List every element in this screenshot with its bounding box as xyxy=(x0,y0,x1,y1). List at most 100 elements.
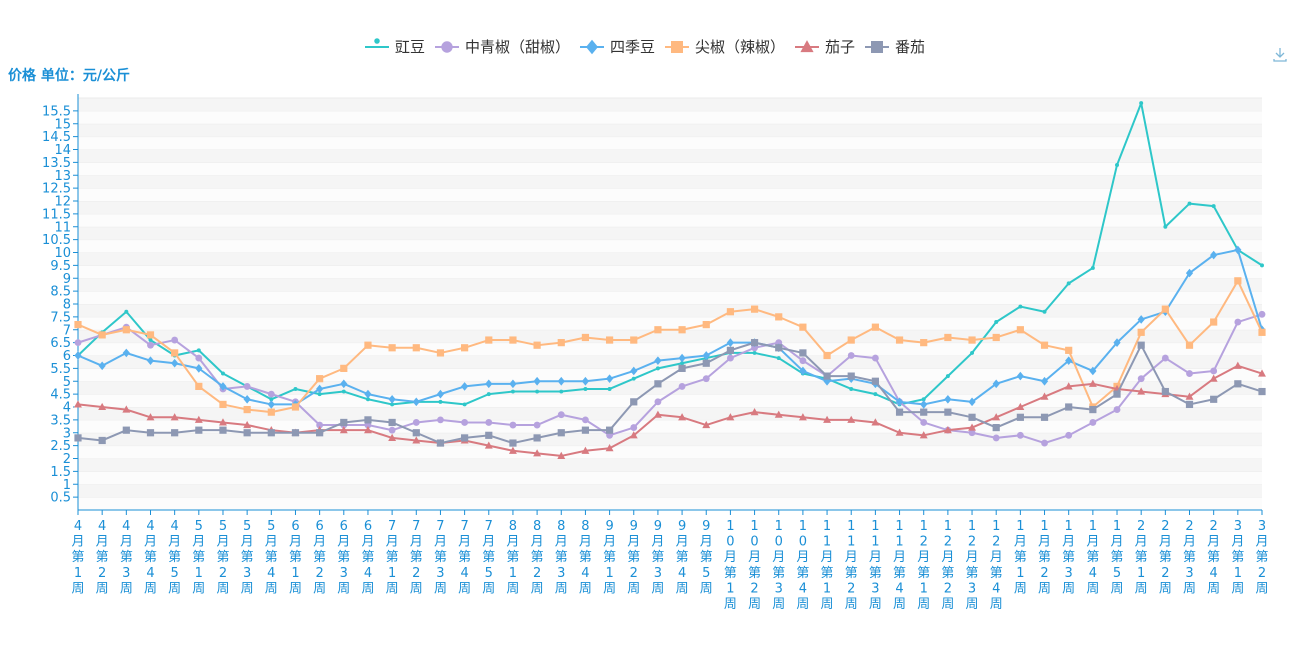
data-point[interactable] xyxy=(293,386,298,391)
data-point[interactable] xyxy=(943,426,952,434)
data-point[interactable] xyxy=(1065,403,1073,411)
data-point[interactable] xyxy=(752,350,757,355)
data-point[interactable] xyxy=(219,426,227,434)
data-point[interactable] xyxy=(510,389,515,394)
data-point[interactable] xyxy=(388,426,396,434)
legend-item[interactable]: 尖椒（辣椒） xyxy=(665,38,785,56)
data-point[interactable] xyxy=(653,410,662,418)
data-point[interactable] xyxy=(485,431,493,439)
data-point[interactable] xyxy=(680,361,685,366)
data-point[interactable] xyxy=(146,356,155,365)
data-point[interactable] xyxy=(1258,328,1266,336)
data-point[interactable] xyxy=(702,321,710,329)
data-point[interactable] xyxy=(849,386,854,391)
data-point[interactable] xyxy=(630,336,638,344)
data-point[interactable] xyxy=(726,338,735,347)
data-point[interactable] xyxy=(388,433,397,441)
data-point[interactable] xyxy=(1260,263,1264,268)
data-point[interactable] xyxy=(1090,265,1095,270)
data-point[interactable] xyxy=(678,353,686,363)
data-point[interactable] xyxy=(267,390,275,398)
data-point[interactable] xyxy=(147,341,154,349)
legend-item[interactable]: 豇豆 xyxy=(365,38,425,56)
data-point[interactable] xyxy=(485,336,493,344)
data-point[interactable] xyxy=(122,405,131,413)
data-point[interactable] xyxy=(1064,382,1073,390)
data-point[interactable] xyxy=(148,338,153,343)
data-point[interactable] xyxy=(871,323,879,331)
data-point[interactable] xyxy=(1161,387,1169,396)
data-point[interactable] xyxy=(1234,245,1242,255)
data-point[interactable] xyxy=(388,394,396,404)
data-point[interactable] xyxy=(581,333,590,342)
data-point[interactable] xyxy=(171,358,179,368)
data-point[interactable] xyxy=(461,344,469,352)
data-point[interactable] xyxy=(291,403,300,411)
data-point[interactable] xyxy=(702,375,710,383)
data-point[interactable] xyxy=(823,415,832,423)
data-point[interactable] xyxy=(654,380,662,388)
data-point[interactable] xyxy=(1065,356,1073,365)
data-point[interactable] xyxy=(1088,379,1097,387)
data-point[interactable] xyxy=(605,444,614,452)
data-point[interactable] xyxy=(146,429,155,437)
data-point[interactable] xyxy=(678,326,686,334)
data-point[interactable] xyxy=(1234,380,1242,388)
data-point[interactable] xyxy=(678,364,686,372)
data-point[interactable] xyxy=(799,349,807,357)
data-point[interactable] xyxy=(485,379,493,389)
data-point[interactable] xyxy=(1089,366,1097,376)
data-point[interactable] xyxy=(170,413,179,421)
data-point[interactable] xyxy=(1113,390,1121,398)
data-point[interactable] xyxy=(750,305,759,313)
data-point[interactable] xyxy=(316,375,324,383)
data-point[interactable] xyxy=(1163,224,1168,229)
data-point[interactable] xyxy=(1210,250,1218,260)
data-point[interactable] xyxy=(799,323,807,331)
data-point[interactable] xyxy=(1258,387,1266,396)
data-point[interactable] xyxy=(1187,201,1192,206)
data-point[interactable] xyxy=(581,446,590,454)
data-point[interactable] xyxy=(1113,406,1121,413)
data-point[interactable] xyxy=(1137,315,1145,324)
data-point[interactable] xyxy=(1016,402,1025,411)
data-point[interactable] xyxy=(750,339,759,347)
data-point[interactable] xyxy=(1137,387,1146,395)
data-point[interactable] xyxy=(461,434,469,442)
data-point[interactable] xyxy=(968,413,976,421)
data-point[interactable] xyxy=(631,376,636,381)
data-point[interactable] xyxy=(436,389,445,399)
data-point[interactable] xyxy=(74,339,82,347)
data-point[interactable] xyxy=(533,449,542,457)
data-point[interactable] xyxy=(196,348,201,353)
data-point[interactable] xyxy=(438,399,443,404)
data-point[interactable] xyxy=(798,413,807,421)
data-point[interactable] xyxy=(533,421,541,429)
data-point[interactable] xyxy=(461,419,469,426)
data-point[interactable] xyxy=(437,416,444,424)
data-point[interactable] xyxy=(678,382,686,390)
data-point[interactable] xyxy=(388,418,396,427)
data-point[interactable] xyxy=(412,436,421,444)
data-point[interactable] xyxy=(919,431,928,439)
data-point[interactable] xyxy=(871,418,880,426)
data-point[interactable] xyxy=(364,389,372,399)
data-point[interactable] xyxy=(171,349,179,357)
data-point[interactable] xyxy=(605,426,614,434)
data-point[interactable] xyxy=(363,426,372,434)
data-point[interactable] xyxy=(1065,431,1073,439)
data-point[interactable] xyxy=(630,398,638,406)
data-point[interactable] xyxy=(509,421,517,429)
data-point[interactable] xyxy=(412,419,420,426)
data-point[interactable] xyxy=(1210,318,1218,326)
data-point[interactable] xyxy=(871,354,879,362)
data-point[interactable] xyxy=(98,331,106,339)
data-point[interactable] xyxy=(944,333,952,342)
data-point[interactable] xyxy=(968,423,977,431)
data-point[interactable] xyxy=(364,341,372,349)
data-point[interactable] xyxy=(847,415,856,423)
data-point[interactable] xyxy=(968,336,976,344)
data-point[interactable] xyxy=(1186,370,1193,377)
data-point[interactable] xyxy=(98,402,107,411)
data-point[interactable] xyxy=(1210,367,1218,375)
